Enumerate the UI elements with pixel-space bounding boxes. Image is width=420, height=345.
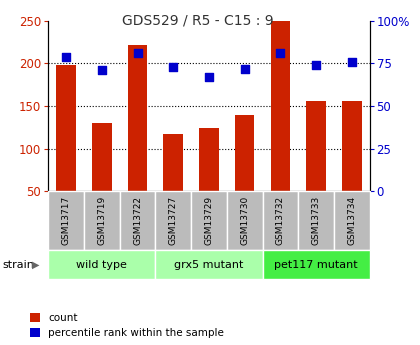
- Point: [312, 62, 319, 68]
- Text: wild type: wild type: [76, 260, 127, 270]
- Text: strain: strain: [2, 260, 34, 270]
- Bar: [306, 101, 326, 191]
- Text: GDS529 / R5 - C15 : 9: GDS529 / R5 - C15 : 9: [121, 13, 273, 27]
- Bar: [120, 191, 155, 250]
- Point: [349, 59, 355, 65]
- Bar: [342, 101, 362, 191]
- Bar: [128, 45, 147, 191]
- Bar: [155, 191, 191, 250]
- Text: GSM13733: GSM13733: [312, 196, 320, 245]
- Text: grx5 mutant: grx5 mutant: [174, 260, 244, 270]
- Point: [134, 50, 141, 56]
- Text: GSM13730: GSM13730: [240, 196, 249, 245]
- Text: pet117 mutant: pet117 mutant: [274, 260, 358, 270]
- Text: GSM13727: GSM13727: [169, 196, 178, 245]
- Bar: [262, 191, 298, 250]
- Point: [206, 74, 212, 80]
- Bar: [262, 250, 370, 279]
- Bar: [235, 116, 255, 191]
- Bar: [298, 191, 334, 250]
- Text: GSM13732: GSM13732: [276, 196, 285, 245]
- Point: [98, 68, 105, 73]
- Bar: [199, 128, 219, 191]
- Text: GSM13719: GSM13719: [97, 196, 106, 245]
- Bar: [270, 0, 290, 191]
- Text: GSM13717: GSM13717: [62, 196, 71, 245]
- Text: GSM13722: GSM13722: [133, 196, 142, 245]
- Point: [63, 54, 70, 59]
- Bar: [84, 191, 120, 250]
- Point: [170, 64, 177, 70]
- Bar: [48, 250, 155, 279]
- Bar: [163, 134, 183, 191]
- Bar: [56, 65, 76, 191]
- Point: [277, 50, 284, 56]
- Text: GSM13734: GSM13734: [347, 196, 356, 245]
- Bar: [334, 191, 370, 250]
- Text: ▶: ▶: [32, 260, 40, 270]
- Bar: [227, 191, 262, 250]
- Bar: [92, 123, 112, 191]
- Bar: [48, 191, 84, 250]
- Bar: [191, 191, 227, 250]
- Text: GSM13729: GSM13729: [205, 196, 213, 245]
- Legend: count, percentile rank within the sample: count, percentile rank within the sample: [30, 313, 224, 338]
- Point: [241, 66, 248, 71]
- Bar: [155, 250, 262, 279]
